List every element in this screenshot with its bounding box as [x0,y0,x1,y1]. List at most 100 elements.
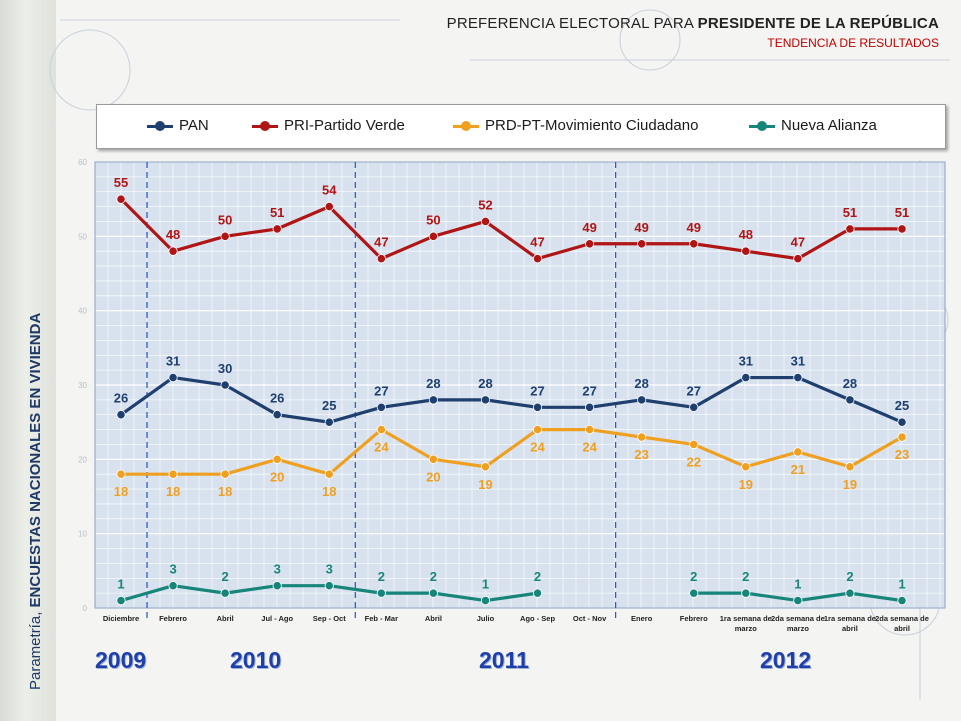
data-point-pri [324,202,334,212]
data-point-na [272,581,282,591]
legend-marker-pri [260,121,270,131]
data-label-prd: 18 [322,484,336,499]
data-label-na: 3 [169,562,176,577]
data-label-prd: 18 [218,484,232,499]
data-label-na: 2 [690,569,697,584]
y-tick-label: 50 [78,232,87,241]
data-label-pan: 28 [426,376,440,391]
data-point-na [532,588,543,598]
data-point-pan [428,395,438,405]
plot-border [94,161,946,609]
legend-marker-prd [461,121,471,131]
data-point-pan [324,417,334,427]
data-point-pri [689,239,699,249]
data-point-prd [637,432,647,442]
data-label-pri: 47 [791,235,805,250]
data-label-na: 2 [222,569,229,584]
data-point-prd [532,424,543,435]
data-label-pri: 52 [478,197,492,212]
data-label-prd: 18 [166,484,180,499]
y-tick-label: 20 [78,455,87,464]
x-tick-label: 1ra semana de marzo [720,614,772,633]
data-point-pri [741,246,751,256]
data-point-na [220,588,230,598]
data-point-pri [845,224,855,234]
x-tick-label: 2da semana de abril [875,614,929,633]
data-label-prd: 20 [270,469,284,484]
data-label-pan: 26 [270,391,284,406]
data-label-pan: 27 [582,383,596,398]
x-tick-label: Febrero [159,614,187,623]
data-point-na [845,588,855,598]
data-point-pan [897,417,907,427]
data-point-prd [428,454,438,464]
data-point-pan [272,410,282,420]
data-point-pan [116,410,126,420]
data-point-prd [376,424,386,435]
data-point-prd [845,462,855,472]
data-label-na: 1 [898,577,905,592]
x-tick-label: Diciembre [103,614,139,623]
data-point-prd [689,439,699,450]
data-label-pan: 25 [895,398,909,413]
data-label-pri: 47 [374,235,388,250]
sidebar-band [0,0,56,721]
data-point-na [168,581,178,591]
series-line-pri [119,198,902,261]
data-point-pan [845,395,855,405]
data-label-pri: 49 [686,220,700,235]
x-tick-label: Oct - Nov [573,614,607,623]
data-label-pan: 25 [322,398,336,413]
x-tick-label: Abril [217,614,234,623]
x-tick-label: Febrero [680,614,708,623]
title-line-1: PREFERENCIA ELECTORAL PARA PRESIDENTE DE… [446,15,939,32]
data-point-pri [480,216,491,227]
year-label-2011: 2011 [479,647,529,673]
data-label-prd: 19 [478,477,492,492]
legend-swatch-pri [252,121,278,131]
data-label-pan: 31 [791,354,805,369]
legend-label-pri: PRI-Partido Verde [284,117,405,134]
data-label-pri: 51 [270,205,284,220]
data-label-na: 1 [482,577,489,592]
data-label-pri: 50 [426,212,440,227]
data-label-pan: 27 [374,383,388,398]
data-label-prd: 19 [843,477,857,492]
data-point-pan [689,402,699,412]
data-point-prd [220,469,230,479]
x-tick-label: Enero [631,614,653,623]
data-label-pan: 30 [218,361,232,376]
data-point-prd [272,454,282,464]
data-point-na [793,595,803,606]
data-point-pan [584,402,595,412]
data-label-prd: 24 [374,440,389,455]
legend-swatch-na [749,121,775,131]
data-label-na: 2 [846,569,853,584]
data-label-pan: 31 [739,354,753,369]
data-point-na [376,588,386,598]
data-point-prd [116,469,126,479]
data-label-na: 2 [534,569,541,584]
data-point-pri [897,224,907,234]
data-label-prd: 20 [426,469,440,484]
data-label-pan: 28 [634,376,648,391]
x-tick-label: 2da semana de marzo [771,614,825,633]
data-label-pri: 49 [634,220,648,235]
data-label-na: 3 [274,562,281,577]
data-point-pri [376,254,386,264]
x-tick-label: 1ra semana de abril [824,614,876,633]
data-label-na: 3 [326,562,333,577]
data-point-pri [428,231,438,241]
data-label-pan: 26 [114,391,128,406]
data-label-pri: 51 [895,205,909,220]
data-label-pan: 27 [530,383,544,398]
data-label-prd: 22 [686,454,700,469]
data-point-pan [376,402,386,412]
data-label-pri: 48 [166,227,180,242]
data-point-na [689,588,699,598]
data-point-pri [272,224,282,234]
data-point-pri [584,239,595,249]
series-line-pan [120,375,903,424]
data-label-pri: 50 [218,212,232,227]
data-label-prd: 19 [739,477,753,492]
